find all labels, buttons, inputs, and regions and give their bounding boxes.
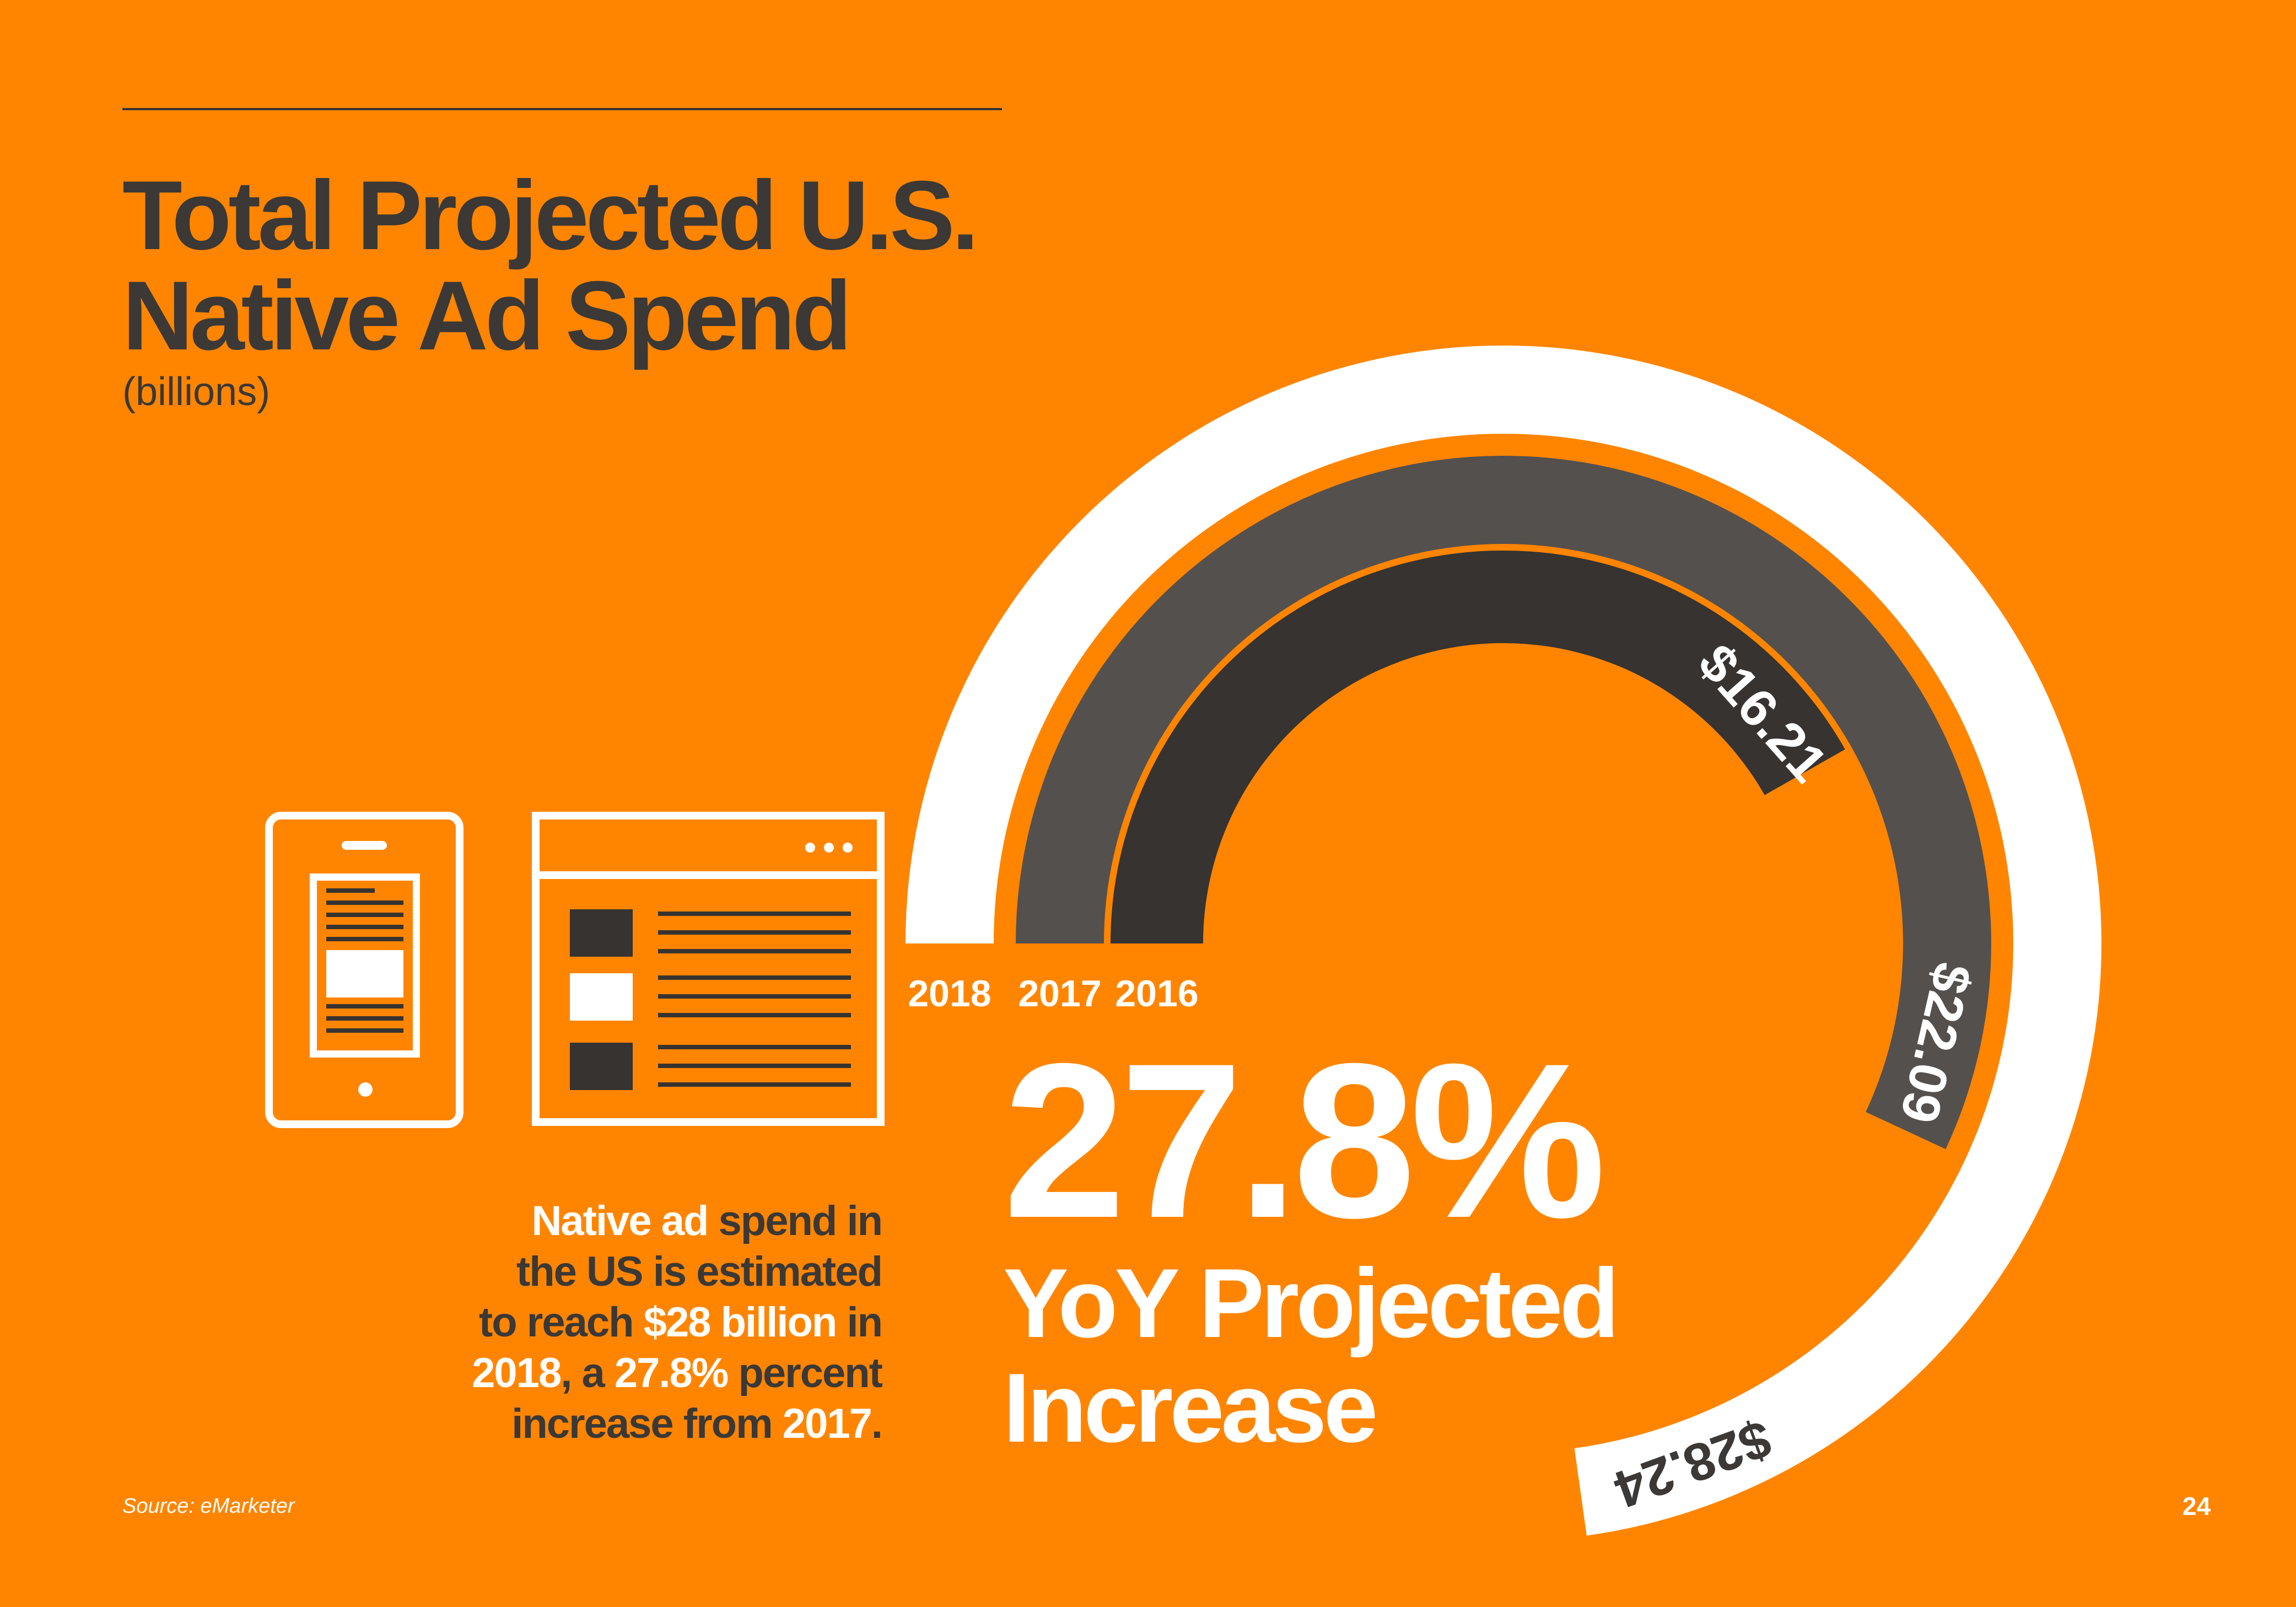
summary-text: in [836,1299,883,1346]
summary-text: spend in [718,1198,883,1244]
summary-highlight: $28 billion [643,1299,838,1346]
top-rule [122,108,1002,110]
year-labels: 2018 2017 2016 [908,973,1198,1015]
source-note: Source: eMarketer [122,1495,295,1518]
summary-line: Native ad spend in [386,1196,883,1247]
summary-text: . [871,1400,883,1447]
summary-highlight: 2018 [472,1350,562,1396]
chart-arcs [906,346,2102,1536]
summary-line: the US is estimated [386,1247,883,1297]
summary-paragraph: Native ad spend in the US is estimated to … [386,1196,883,1449]
yoy-caption-line-1: YoY Projected [1003,1248,1619,1358]
arc-2017 [1016,456,1991,1150]
summary-line: increase from 2017. [386,1399,883,1449]
summary-text: to reach [478,1299,644,1346]
year-label-2016: 2016 [1115,973,1198,1015]
yoy-caption-line-2: Increase [1003,1353,1378,1463]
year-label-2017: 2017 [1018,973,1101,1015]
yoy-caption: YoY Projected Increase [1003,1248,1619,1463]
arc-2016 [1111,551,1845,943]
page-subtitle: (billions) [122,370,271,414]
phone-icon [265,812,463,1128]
summary-text: the US is estimated [516,1248,883,1295]
summary-line: to reach $28 billion in [386,1297,883,1348]
summary-highlight: 27.8% [614,1350,729,1396]
yoy-percentage: 27.8% [1003,1017,1606,1264]
summary-highlight: 2017 [782,1400,872,1447]
summary-highlight: Native ad [531,1198,719,1244]
summary-text: percent [727,1350,883,1396]
year-label-2018: 2018 [908,973,991,1015]
title-line-1: Total Projected U.S. [122,160,979,270]
summary-line: 2018, a 27.8% percent [386,1348,883,1399]
page-number: 24 [2182,1492,2211,1520]
summary-text: increase from [511,1400,783,1447]
page-title: Total Projected U.S. Native Ad Spend [122,165,1169,366]
title-line-2: Native Ad Spend [122,261,852,370]
browser-window-icon [532,812,885,1126]
summary-text: , a [560,1350,615,1396]
